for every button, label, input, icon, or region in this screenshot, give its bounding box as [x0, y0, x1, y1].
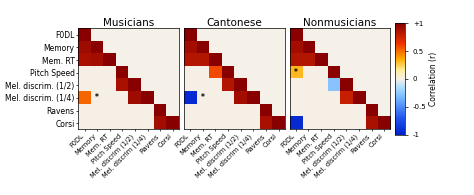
- Title: Cantonese: Cantonese: [207, 18, 262, 28]
- Y-axis label: Correlation (r): Correlation (r): [429, 52, 438, 106]
- Title: Musicians: Musicians: [103, 18, 155, 28]
- Text: *: *: [294, 68, 298, 77]
- Text: *: *: [201, 93, 205, 102]
- Text: *: *: [95, 93, 99, 102]
- Title: Nonmusicians: Nonmusicians: [303, 18, 377, 28]
